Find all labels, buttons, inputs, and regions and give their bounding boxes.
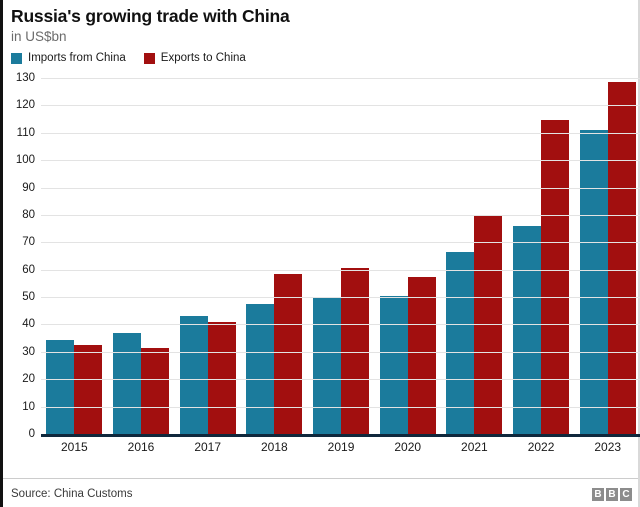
gridline	[41, 352, 640, 353]
bbc-logo-letter: B	[592, 487, 604, 501]
x-axis-tick-label: 2021	[461, 440, 488, 454]
y-axis-tick-label: 50	[22, 291, 35, 304]
x-axis-tick-label: 2018	[261, 440, 288, 454]
y-axis-tick-label: 30	[22, 345, 35, 358]
bar-exports	[474, 216, 503, 434]
bar-imports	[246, 303, 275, 434]
gridline	[41, 133, 640, 134]
y-axis-tick-label: 70	[22, 236, 35, 249]
x-axis-tick-label: 2019	[327, 440, 355, 454]
bar-exports	[407, 276, 436, 434]
bar-group	[41, 78, 108, 434]
bbc-logo-letter: C	[620, 487, 632, 501]
gridline	[41, 188, 640, 189]
chart-title: Russia's growing trade with China	[11, 6, 290, 26]
bars-layer	[41, 78, 640, 434]
x-axis: 2015 2016 2017 2018 2019 2020 2021 2022 2023	[41, 440, 640, 454]
bar-exports	[74, 345, 103, 434]
gridline	[41, 78, 640, 79]
plot-area	[41, 78, 640, 437]
legend-item-exports: Exports to China	[143, 52, 246, 64]
legend-swatch-exports-icon	[143, 52, 155, 64]
bar-group	[108, 78, 175, 434]
y-axis-tick-label: 20	[22, 373, 35, 386]
footer-divider	[3, 478, 638, 479]
y-axis-tick-label: 60	[22, 263, 35, 276]
bar-exports	[341, 268, 370, 434]
source-label: Source: China Customs	[11, 488, 133, 500]
legend-label-imports: Imports from China	[28, 52, 126, 64]
bar-imports	[379, 295, 408, 434]
y-axis-tick-label: 90	[22, 181, 35, 194]
gridline	[41, 407, 640, 408]
x-axis-tick-label: 2017	[194, 440, 222, 454]
bar-exports	[207, 321, 236, 434]
legend-label-exports: Exports to China	[160, 52, 246, 64]
x-axis-tick-label: 2023	[594, 440, 622, 454]
y-axis-tick-label: 130	[15, 72, 35, 84]
x-axis-tick-label: 2016	[127, 440, 155, 454]
chart-legend: Imports from China Exports to China	[3, 52, 638, 64]
gridline	[41, 297, 640, 298]
bar-group	[174, 78, 241, 434]
x-axis-tick-label: 2020	[394, 440, 422, 454]
bar-group	[574, 78, 640, 434]
legend-item-imports: Imports from China	[11, 52, 126, 64]
y-axis-tick-label: 0	[28, 428, 35, 440]
y-axis-tick-label: 100	[15, 154, 35, 167]
legend-swatch-imports-icon	[11, 52, 22, 64]
bar-imports	[179, 316, 208, 434]
bar-imports	[313, 297, 342, 434]
chart-header: Russia's growing trade with China in US$…	[3, 0, 638, 46]
bar-imports	[513, 225, 542, 434]
bar-exports	[607, 82, 636, 434]
bar-exports	[141, 347, 169, 434]
y-axis-tick-label: 40	[22, 318, 35, 331]
gridline	[41, 215, 640, 216]
bar-group	[308, 78, 375, 434]
x-axis-tick-label: 2015	[60, 440, 88, 454]
y-axis-tick-label: 80	[22, 208, 35, 221]
bar-group	[441, 78, 508, 434]
y-axis-tick-label: 110	[16, 126, 35, 139]
bar-imports	[113, 332, 141, 434]
gridline	[41, 324, 640, 325]
y-axis-tick-label: 10	[22, 400, 35, 413]
axis-baseline	[41, 434, 640, 437]
gridline	[41, 270, 640, 271]
x-axis-tick-label: 2022	[527, 440, 555, 454]
bbc-logo-letter: B	[606, 487, 618, 501]
gridline	[41, 379, 640, 380]
bar-group	[241, 78, 308, 434]
gridline	[41, 105, 640, 106]
y-axis-tick-label: 120	[15, 99, 35, 112]
bar-group	[374, 78, 441, 434]
chart-subtitle: in US$bn	[11, 29, 67, 44]
bar-imports	[46, 339, 75, 434]
plot-wrapper: 0 10 20 30 40 50 60 70 80 90 100 110 120 130 2015 2016…	[3, 72, 640, 460]
bar-imports	[446, 251, 475, 434]
bar-imports	[579, 130, 608, 434]
bar-group	[508, 78, 575, 434]
bar-exports	[541, 120, 570, 434]
gridline	[41, 242, 640, 243]
gridline	[41, 160, 640, 161]
y-axis: 0 10 20 30 40 50 60 70 80 90 100 110 120 130	[3, 72, 39, 440]
